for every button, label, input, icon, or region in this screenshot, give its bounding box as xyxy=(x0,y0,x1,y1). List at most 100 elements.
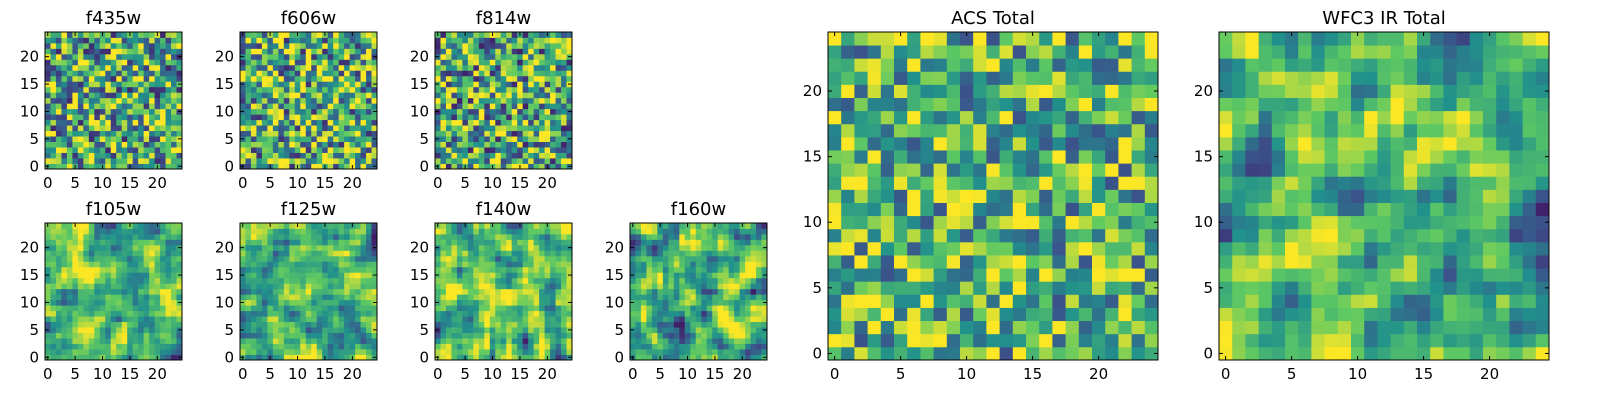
f125w-cell xyxy=(333,250,340,257)
f814w-cell xyxy=(467,75,474,82)
f140w-cell xyxy=(489,277,496,284)
acs-total-cell xyxy=(1118,255,1132,269)
f160w-cell xyxy=(668,349,675,355)
f606w-cell xyxy=(311,108,318,115)
f125w-cell xyxy=(300,354,307,361)
f606w-cell xyxy=(278,108,285,115)
f814w-cell xyxy=(539,147,545,153)
f435w-cell xyxy=(149,42,155,49)
f814w-cell xyxy=(506,86,513,93)
f814w-cell xyxy=(473,53,480,60)
f105w-cell xyxy=(121,266,128,273)
f814w-cell xyxy=(550,108,556,115)
f140w-cell xyxy=(478,294,485,301)
f814w-cell xyxy=(566,125,573,132)
f606w-cell xyxy=(278,81,285,88)
f606w-cell xyxy=(240,37,246,44)
f140w-cell xyxy=(495,228,502,235)
f606w-cell xyxy=(245,163,252,170)
acs-total-cell xyxy=(933,202,948,217)
f814w-cell xyxy=(489,130,496,137)
f105w-cell xyxy=(61,316,68,323)
f814w-cell xyxy=(495,86,502,93)
f814w-cell xyxy=(550,125,556,132)
f160w-cell xyxy=(745,310,751,317)
f814w-cell xyxy=(440,64,447,71)
f105w-cell xyxy=(66,288,73,295)
f606w-cell xyxy=(333,97,340,104)
f140w-cell xyxy=(517,338,524,344)
f435w-cell xyxy=(121,86,128,93)
f140w-cell xyxy=(539,228,545,235)
f105w-cell xyxy=(165,255,172,262)
f125w-cell xyxy=(344,239,350,246)
f435w-cell xyxy=(143,32,150,38)
f606w-cell xyxy=(360,97,367,104)
f140w-cell xyxy=(555,349,562,355)
f814w-cell xyxy=(473,152,480,159)
f435w-cell xyxy=(143,75,150,82)
f160w-cell xyxy=(695,255,702,262)
f814w-cell xyxy=(456,141,463,148)
f435w-cell xyxy=(45,152,51,159)
f435w-cell xyxy=(143,92,150,99)
acs-total-cell xyxy=(933,307,948,322)
f814w-cell xyxy=(456,163,463,170)
acs-total-cell xyxy=(999,215,1014,230)
f160w-cell xyxy=(695,250,702,257)
f606w-cell xyxy=(245,147,252,153)
f105w-cell xyxy=(77,223,84,229)
f160w-cell xyxy=(657,255,664,262)
acs-total-cell xyxy=(1078,281,1093,295)
f140w-cell xyxy=(440,244,447,251)
f125w-cell xyxy=(360,321,367,328)
f105w-cell xyxy=(160,349,166,355)
f140w-cell xyxy=(533,244,540,251)
f814w-cell xyxy=(506,81,513,88)
f140w-cell xyxy=(544,332,551,339)
f435w-cell xyxy=(72,70,79,77)
acs-total-cell xyxy=(960,307,974,322)
f606w-cell xyxy=(333,136,340,142)
f435w-cell xyxy=(55,136,62,142)
f140w-cell xyxy=(522,250,529,257)
f160w-cell xyxy=(706,283,713,290)
f140w-cell xyxy=(467,244,474,251)
f125w-cell xyxy=(245,327,252,333)
acs-total-cell xyxy=(880,294,895,308)
f606w-cell xyxy=(338,81,345,88)
f814w-cell xyxy=(445,42,452,49)
f435w-cell xyxy=(66,147,73,153)
f606w-cell xyxy=(366,130,372,137)
f606w-cell xyxy=(272,163,279,170)
f435w-cell xyxy=(160,141,166,148)
f435w-cell xyxy=(110,136,117,142)
f606w-cell xyxy=(267,152,274,159)
acs-total-cell xyxy=(854,294,868,308)
f435w-cell xyxy=(72,158,79,164)
acs-total-cell xyxy=(907,176,921,190)
f140w-cell xyxy=(435,332,441,339)
f125w-cell xyxy=(311,228,318,235)
f606w-cell xyxy=(360,59,367,66)
f814w-cell xyxy=(506,119,513,126)
f105w-cell xyxy=(121,332,128,339)
f140w-cell xyxy=(517,299,524,306)
f814w-cell xyxy=(522,59,529,66)
f125w-cell xyxy=(355,283,361,290)
f814w-cell xyxy=(522,119,529,126)
f814w-cell xyxy=(473,130,480,137)
f125w-cell xyxy=(327,332,334,339)
f160w-cell xyxy=(679,327,686,333)
f814w-cell xyxy=(544,136,551,142)
f435w-cell xyxy=(99,158,106,164)
f814w-cell xyxy=(467,152,474,159)
f606w-cell xyxy=(294,141,301,148)
f105w-cell xyxy=(110,223,117,229)
f105w-cell xyxy=(77,316,84,323)
f160w-cell xyxy=(750,338,757,344)
f814w-cell xyxy=(561,119,567,126)
f140w-cell xyxy=(484,338,491,344)
f125w-cell xyxy=(327,261,334,268)
